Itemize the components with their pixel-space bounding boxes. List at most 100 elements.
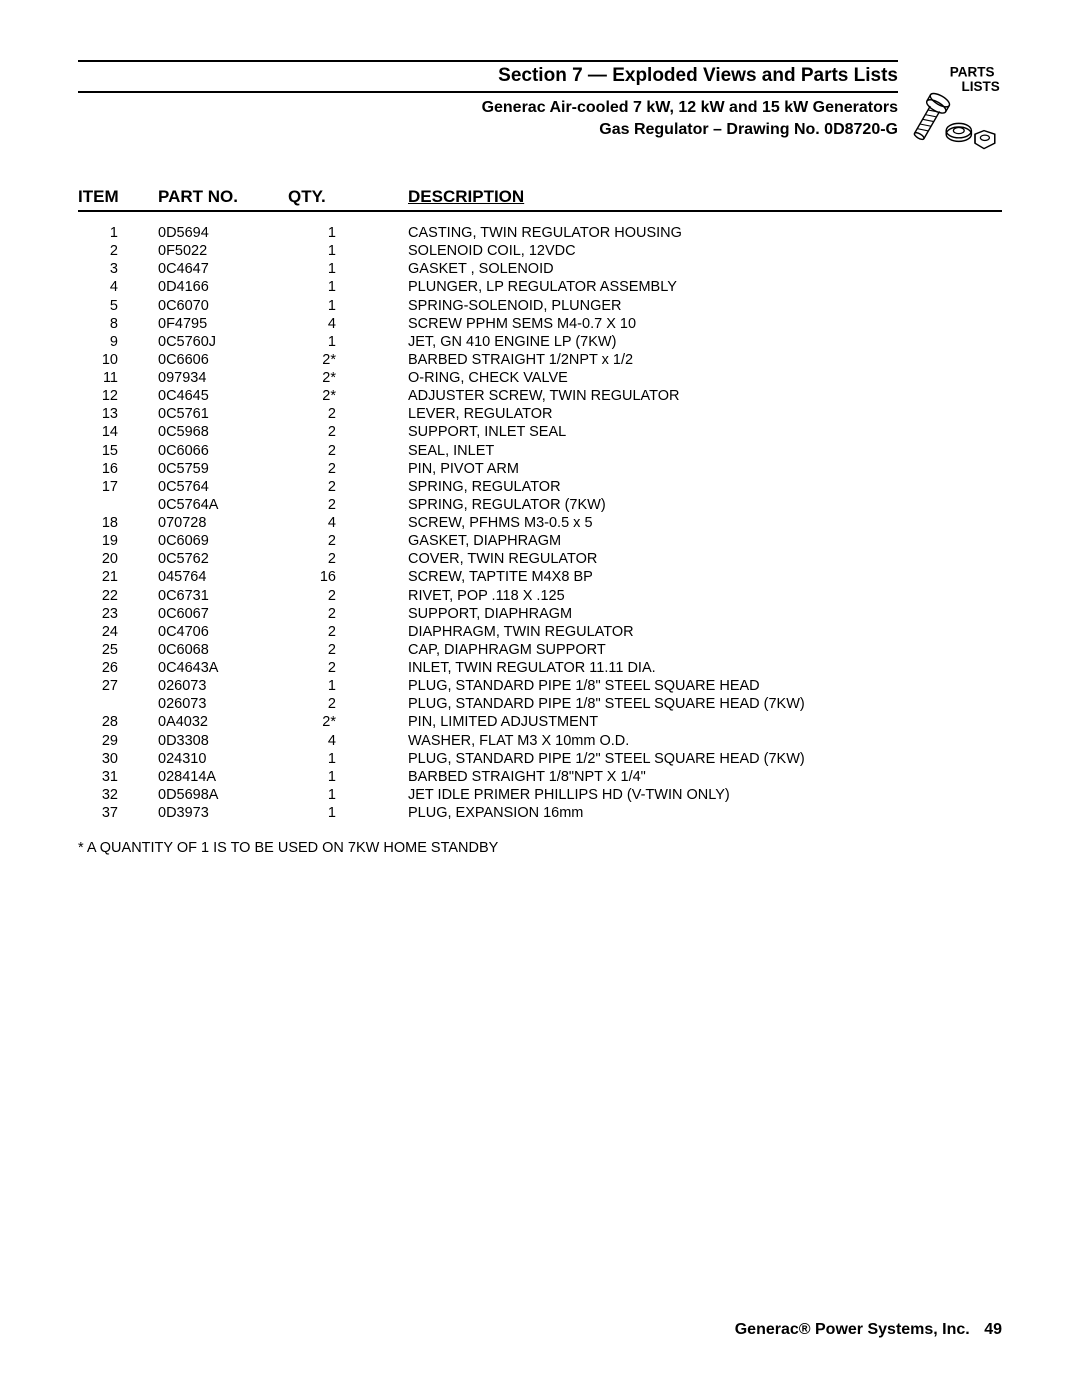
cell-desc: PIN, PIVOT ARM xyxy=(408,460,1002,478)
cell-part: 097934 xyxy=(158,369,288,387)
col-header-item: ITEM xyxy=(78,187,158,207)
cell-desc: SPRING-SOLENOID, PLUNGER xyxy=(408,297,1002,315)
cell-qty: 2 xyxy=(288,550,408,568)
cell-qty: 2* xyxy=(288,713,408,731)
table-row: 50C60701SPRING-SOLENOID, PLUNGER xyxy=(78,297,1002,315)
cell-qty: 2 xyxy=(288,659,408,677)
cell-item xyxy=(78,695,158,713)
table-row: 270260731PLUG, STANDARD PIPE 1/8" STEEL … xyxy=(78,677,1002,695)
cell-desc: RIVET, POP .118 X .125 xyxy=(408,587,1002,605)
cell-part: 0C6731 xyxy=(158,587,288,605)
cell-qty: 1 xyxy=(288,297,408,315)
cell-desc: LEVER, REGULATOR xyxy=(408,405,1002,423)
cell-desc: SUPPORT, INLET SEAL xyxy=(408,423,1002,441)
cell-item: 18 xyxy=(78,514,158,532)
cell-qty: 1 xyxy=(288,224,408,242)
cell-part: 0C4645 xyxy=(158,387,288,405)
table-row: 120C46452*ADJUSTER SCREW, TWIN REGULATOR xyxy=(78,387,1002,405)
cell-desc: SPRING, REGULATOR xyxy=(408,478,1002,496)
cell-desc: O-RING, CHECK VALVE xyxy=(408,369,1002,387)
cell-desc: DIAPHRAGM, TWIN REGULATOR xyxy=(408,623,1002,641)
subhead-line-1: Generac Air-cooled 7 kW, 12 kW and 15 kW… xyxy=(482,99,898,116)
col-header-part: PART NO. xyxy=(158,187,288,207)
cell-part: 0C4706 xyxy=(158,623,288,641)
cell-qty: 1 xyxy=(288,260,408,278)
cell-desc: ADJUSTER SCREW, TWIN REGULATOR xyxy=(408,387,1002,405)
cell-qty: 2 xyxy=(288,442,408,460)
cell-desc: GASKET , SOLENOID xyxy=(408,260,1002,278)
cell-item: 8 xyxy=(78,315,158,333)
cell-part: 0C6068 xyxy=(158,641,288,659)
col-header-desc: DESCRIPTION xyxy=(408,187,1002,207)
cell-qty: 2 xyxy=(288,423,408,441)
cell-item: 19 xyxy=(78,532,158,550)
cell-item: 3 xyxy=(78,260,158,278)
table-row: 31028414A1BARBED STRAIGHT 1/8"NPT X 1/4" xyxy=(78,768,1002,786)
cell-qty: 2 xyxy=(288,605,408,623)
cell-part: 0D3973 xyxy=(158,804,288,822)
cell-item: 9 xyxy=(78,333,158,351)
page-header: Section 7 — Exploded Views and Parts Lis… xyxy=(78,60,1002,159)
cell-desc: PLUG, STANDARD PIPE 1/8" STEEL SQUARE HE… xyxy=(408,677,1002,695)
cell-part: 0C5764 xyxy=(158,478,288,496)
table-row: 40D41661PLUNGER, LP REGULATOR ASSEMBLY xyxy=(78,278,1002,296)
cell-desc: PLUG, STANDARD PIPE 1/8" STEEL SQUARE HE… xyxy=(408,695,1002,713)
cell-desc: WASHER, FLAT M3 X 10mm O.D. xyxy=(408,732,1002,750)
cell-item: 30 xyxy=(78,750,158,768)
cell-part: 0C5759 xyxy=(158,460,288,478)
cell-desc: SCREW, TAPTITE M4X8 BP xyxy=(408,568,1002,586)
table-row: 130C57612LEVER, REGULATOR xyxy=(78,405,1002,423)
cell-item: 27 xyxy=(78,677,158,695)
cell-item: 24 xyxy=(78,623,158,641)
parts-table: ITEM PART NO. QTY. DESCRIPTION 10D56941C… xyxy=(78,187,1002,822)
cell-part: 070728 xyxy=(158,514,288,532)
table-header-row: ITEM PART NO. QTY. DESCRIPTION xyxy=(78,187,1002,212)
cell-item: 4 xyxy=(78,278,158,296)
cell-item: 1 xyxy=(78,224,158,242)
cell-qty: 16 xyxy=(288,568,408,586)
cell-qty: 2 xyxy=(288,478,408,496)
cell-part: 0C5764A xyxy=(158,496,288,514)
cell-part: 0D4166 xyxy=(158,278,288,296)
cell-item: 23 xyxy=(78,605,158,623)
footnote: * A QUANTITY OF 1 IS TO BE USED ON 7KW H… xyxy=(78,840,1002,856)
section-title: Section 7 — Exploded Views and Parts Lis… xyxy=(78,60,898,93)
cell-item: 26 xyxy=(78,659,158,677)
subhead-line-2: Gas Regulator – Drawing No. 0D8720-G xyxy=(599,121,898,138)
cell-part: 0D3308 xyxy=(158,732,288,750)
cell-part: 026073 xyxy=(158,677,288,695)
cell-qty: 2 xyxy=(288,587,408,605)
table-row: 180707284SCREW, PFHMS M3-0.5 x 5 xyxy=(78,514,1002,532)
cell-desc: SCREW, PFHMS M3-0.5 x 5 xyxy=(408,514,1002,532)
cell-part: 0D5694 xyxy=(158,224,288,242)
cell-desc: CAP, DIAPHRAGM SUPPORT xyxy=(408,641,1002,659)
cell-item: 37 xyxy=(78,804,158,822)
cell-desc: PIN, LIMITED ADJUSTMENT xyxy=(408,713,1002,731)
cell-qty: 2* xyxy=(288,369,408,387)
table-row: 10D56941CASTING, TWIN REGULATOR HOUSING xyxy=(78,224,1002,242)
cell-part: 0C4643A xyxy=(158,659,288,677)
cell-item: 22 xyxy=(78,587,158,605)
section-subhead: Generac Air-cooled 7 kW, 12 kW and 15 kW… xyxy=(78,97,898,140)
cell-qty: 2 xyxy=(288,623,408,641)
cell-qty: 2 xyxy=(288,496,408,514)
cell-part: 0A4032 xyxy=(158,713,288,731)
cell-qty: 2* xyxy=(288,387,408,405)
cell-desc: COVER, TWIN REGULATOR xyxy=(408,550,1002,568)
cell-qty: 2 xyxy=(288,641,408,659)
cell-desc: JET IDLE PRIMER PHILLIPS HD (V-TWIN ONLY… xyxy=(408,786,1002,804)
cell-qty: 4 xyxy=(288,732,408,750)
page-footer: Generac® Power Systems, Inc. 49 xyxy=(735,1321,1002,1339)
cell-desc: SEAL, INLET xyxy=(408,442,1002,460)
cell-part: 028414A xyxy=(158,768,288,786)
header-text-block: Section 7 — Exploded Views and Parts Lis… xyxy=(78,60,898,140)
cell-item: 5 xyxy=(78,297,158,315)
cell-item: 16 xyxy=(78,460,158,478)
cell-desc: PLUNGER, LP REGULATOR ASSEMBLY xyxy=(408,278,1002,296)
page: Section 7 — Exploded Views and Parts Lis… xyxy=(0,0,1080,1397)
cell-qty: 2 xyxy=(288,695,408,713)
cell-part: 0C6066 xyxy=(158,442,288,460)
table-row: 300243101PLUG, STANDARD PIPE 1/2" STEEL … xyxy=(78,750,1002,768)
bolt-nut-icon: PARTS LISTS xyxy=(912,64,1002,154)
col-header-qty: QTY. xyxy=(288,187,408,207)
